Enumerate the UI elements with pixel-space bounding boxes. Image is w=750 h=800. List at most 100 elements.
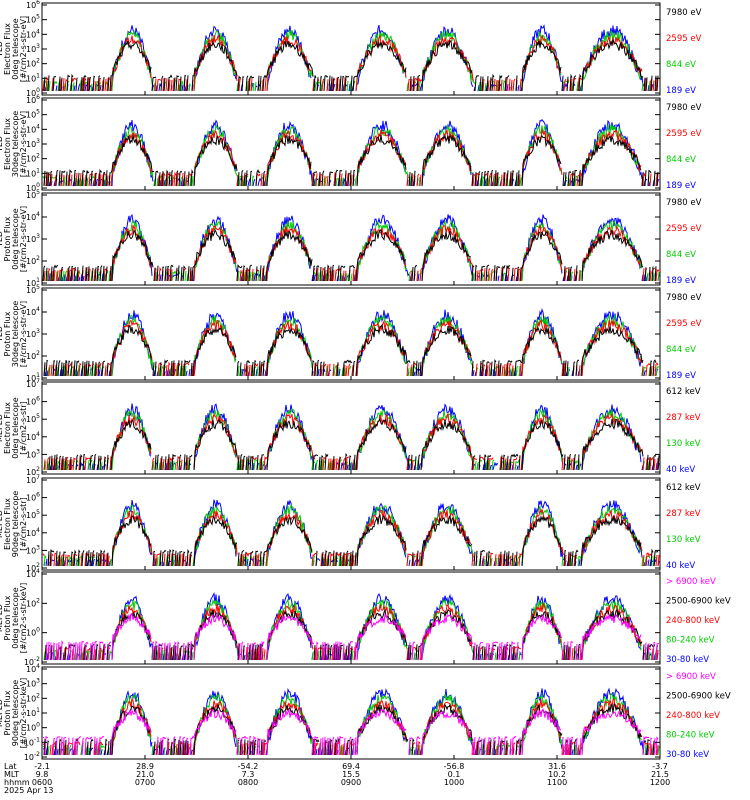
y-tick-label: 103 [26,678,40,689]
y-tick-label: 106 [26,396,40,407]
legend-label: 240-800 keV [666,711,720,721]
x-tick-label: 15.5 [342,770,360,779]
x-tick-label: 21.5 [651,770,669,779]
legend-label: 2595 eV [666,129,702,139]
panel-6: 102 103 104 105 106 107 MEPEDElectron Flux90de… [0,474,701,573]
y-axis-label: MEPEDProton Flux90deg telescope[#/cm2-s-… [0,678,28,749]
y-tick-label: 100 [26,87,40,98]
x-tick-label: -2.1 [34,762,50,771]
legend-label: 7980 eV [666,293,702,303]
flux-trace-7980-ev [43,230,659,281]
y-axis-label: TEDProton Flux0deg telescope[#/cm2-s-str… [0,206,28,272]
panel-2: 100 101 102 103 104 105 106 TEDElectron Flux30d… [0,94,702,193]
legend-label: 30-80 keV [666,655,709,665]
x-tick-label: 69.4 [342,762,360,771]
flux-trace-189-ev [44,307,659,377]
y-tick-label: 104 [26,527,40,538]
legend-label: 2500-6900 keV [666,692,731,702]
legend-label: 40 keV [666,561,695,571]
flux-trace-240-800-kev [42,697,659,756]
legend-label: 612 keV [666,387,701,397]
y-tick-label: 106 [26,94,40,105]
y-tick-label: 104 [26,431,40,442]
y-tick-label: 100 [26,182,40,193]
y-axis-label: TEDProton Flux30deg telescope[#/cm2-s-st… [0,301,28,368]
y-tick-label: 102 [26,255,40,266]
legend-label: 80-240 keV [666,731,715,741]
y-tick-label: 104 [26,306,40,317]
y-tick-label: 102 [26,692,40,703]
legend-label: 2595 eV [666,319,702,329]
x-tick-label: -3.7 [652,762,668,771]
flux-trace-844-ev [43,219,660,282]
panel-7: 10-2 100 102 104 MEPEDProton Flux0deg telesc… [0,568,731,667]
y-tick-label: 105 [26,413,40,424]
x-tick-label: 10.2 [548,770,566,779]
legend-label: 7980 eV [666,8,702,18]
x-tick-label: -54.2 [238,762,259,771]
legend-label: 189 eV [666,371,696,381]
y-tick-label: 107 [26,378,40,389]
legend-label: 240-800 keV [666,616,720,626]
legend-label: 2595 eV [666,224,702,234]
flux-trace--6900-kev [45,612,660,661]
y-axis-label: MEPEDProton Flux0deg telescope[#/cm2-s-s… [0,583,28,654]
legend-label: 287 keV [666,413,701,423]
panel-frame [41,192,661,286]
legend-label: 7980 eV [666,103,702,113]
y-tick-label: 101 [26,167,40,178]
y-tick-label: 102 [26,597,40,608]
flux-trace-612-kev [48,417,660,471]
flux-trace-189-ev [46,118,660,187]
flux-trace-2595-ev [43,318,659,377]
flux-trace-612-kev [47,513,659,567]
y-axis-label: MEPEDElectron Flux90deg telescope[#/cm2-… [0,491,28,558]
legend-label: 80-240 keV [666,636,715,646]
panel-5: 102 103 104 105 106 107 MEPEDElectron Flux0deg… [0,378,701,477]
y-axis-label: MEPEDElectron Flux0deg telescope[#/cm2-s… [0,397,28,458]
y-tick-label: 105 [26,189,40,200]
flux-trace-130-kev [44,407,659,471]
y-tick-label: 102 [26,350,40,361]
panel-1: 100 101 102 103 104 105 106 TEDElectron Flux0de… [0,0,702,98]
flux-trace-7980-ev [44,325,659,376]
x-tick-label: 21.0 [136,770,154,779]
x-tick-label: 0.1 [448,770,461,779]
y-tick-label: 102 [26,466,40,477]
y-tick-label: 105 [26,109,40,120]
x-tick-label: 0600 [32,778,52,787]
y-axis-label: TEDElectron Flux0deg telescope[#/cm2-s-s… [0,16,28,82]
flux-trace-40-kev [43,403,660,471]
y-tick-label: 101 [26,707,40,718]
y-tick-label: 103 [26,544,40,555]
x-tick-label: 1200 [650,778,670,787]
panel-3: 101 102 103 104 105 TEDProton Flux0deg telesc… [0,189,702,288]
y-tick-label: 103 [26,448,40,459]
legend-label: 2595 eV [666,34,702,44]
flux-trace-7980-ev [43,134,659,187]
y-tick-label: 102 [26,58,40,69]
legend-label: 40 keV [666,465,695,475]
y-tick-label: 103 [26,233,40,244]
y-tick-label: 100 [26,627,40,638]
x-tick-label: 0800 [238,778,258,787]
y-tick-label: 104 [26,211,40,222]
legend-label: > 6900 keV [666,672,716,682]
flux-trace-7980-ev [43,37,659,92]
legend-label: 7980 eV [666,198,702,208]
y-tick-label: 103 [26,138,40,149]
x-tick-label: 0900 [341,778,361,787]
legend-label: 189 eV [666,276,696,286]
y-tick-label: 103 [26,43,40,54]
x-tick-label: 7.3 [242,770,255,779]
y-tick-label: 101 [26,372,40,383]
x-tick-label: 0700 [135,778,155,787]
legend-label: 2500-6900 keV [666,597,731,607]
x-tick-label: 9.8 [36,770,49,779]
legend-label: 844 eV [666,250,696,260]
y-tick-label: 101 [26,277,40,288]
date-label: 2025 Apr 13 [4,786,53,795]
x-tick-label: 28.9 [136,762,154,771]
x-row-label: Lat [4,762,17,771]
legend-label: 30-80 keV [666,750,709,760]
